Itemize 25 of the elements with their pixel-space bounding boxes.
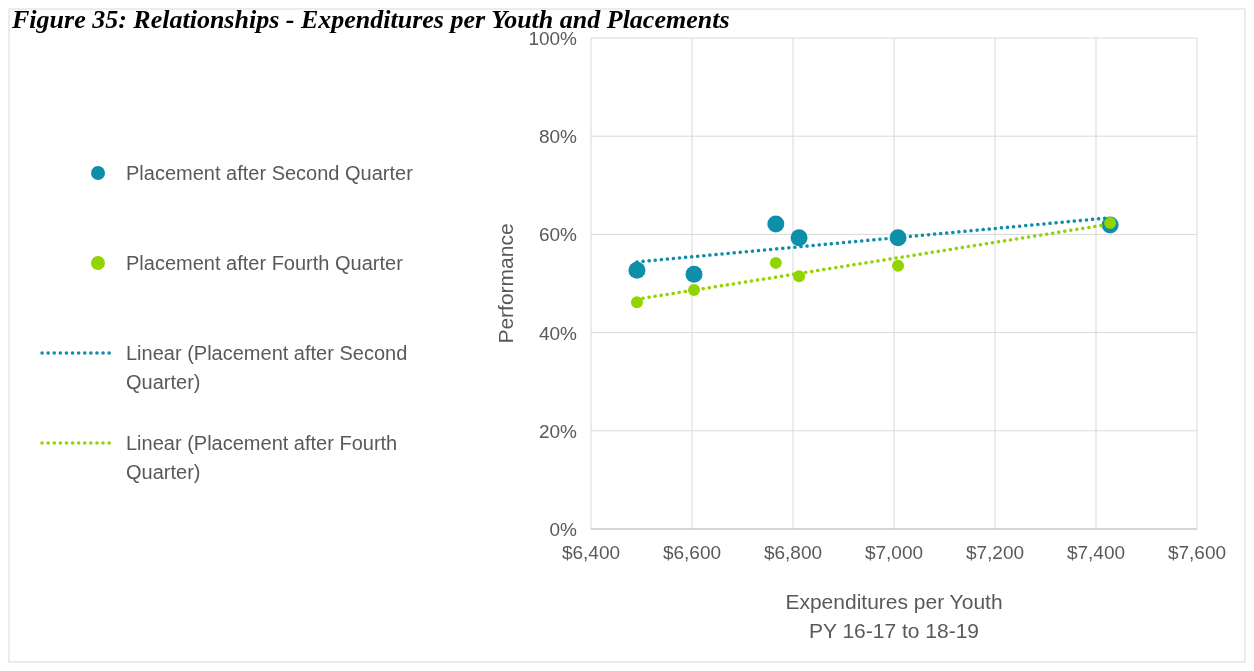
point — [685, 265, 703, 283]
y-tick-label: 20% — [538, 420, 578, 442]
legend-label: Linear (Placement after Fourth Quarter) — [126, 432, 398, 483]
point — [628, 261, 646, 279]
point — [630, 296, 643, 309]
x-tick-label: $7,200 — [965, 542, 1025, 563]
legend-label: Placement after Second Quarter — [126, 162, 414, 184]
x-tick-label: $6,600 — [662, 542, 722, 563]
x-tick-label: $7,000 — [864, 542, 924, 563]
x-tick-label: $7,600 — [1167, 542, 1227, 563]
x-tick-label: $6,400 — [561, 542, 621, 563]
legend-label: Linear (Placement after Second Quarter) — [126, 342, 408, 393]
x-tick-label: $7,400 — [1066, 542, 1126, 563]
legend-label: Placement after Fourth Quarter — [126, 252, 404, 274]
y-tick-label: 80% — [538, 126, 578, 148]
y-axis-title: Performance — [494, 223, 517, 344]
point — [892, 259, 905, 272]
x-axis-title: Expenditures per Youth PY 16-17 to 18-19 — [785, 590, 1003, 642]
point — [790, 229, 808, 247]
x-tick-label: $6,800 — [763, 542, 823, 563]
y-tick-label: 60% — [538, 224, 578, 246]
y-tick-label: 0% — [549, 519, 578, 540]
point — [769, 256, 782, 269]
point — [767, 215, 785, 233]
y-tick-label: 40% — [538, 322, 578, 344]
